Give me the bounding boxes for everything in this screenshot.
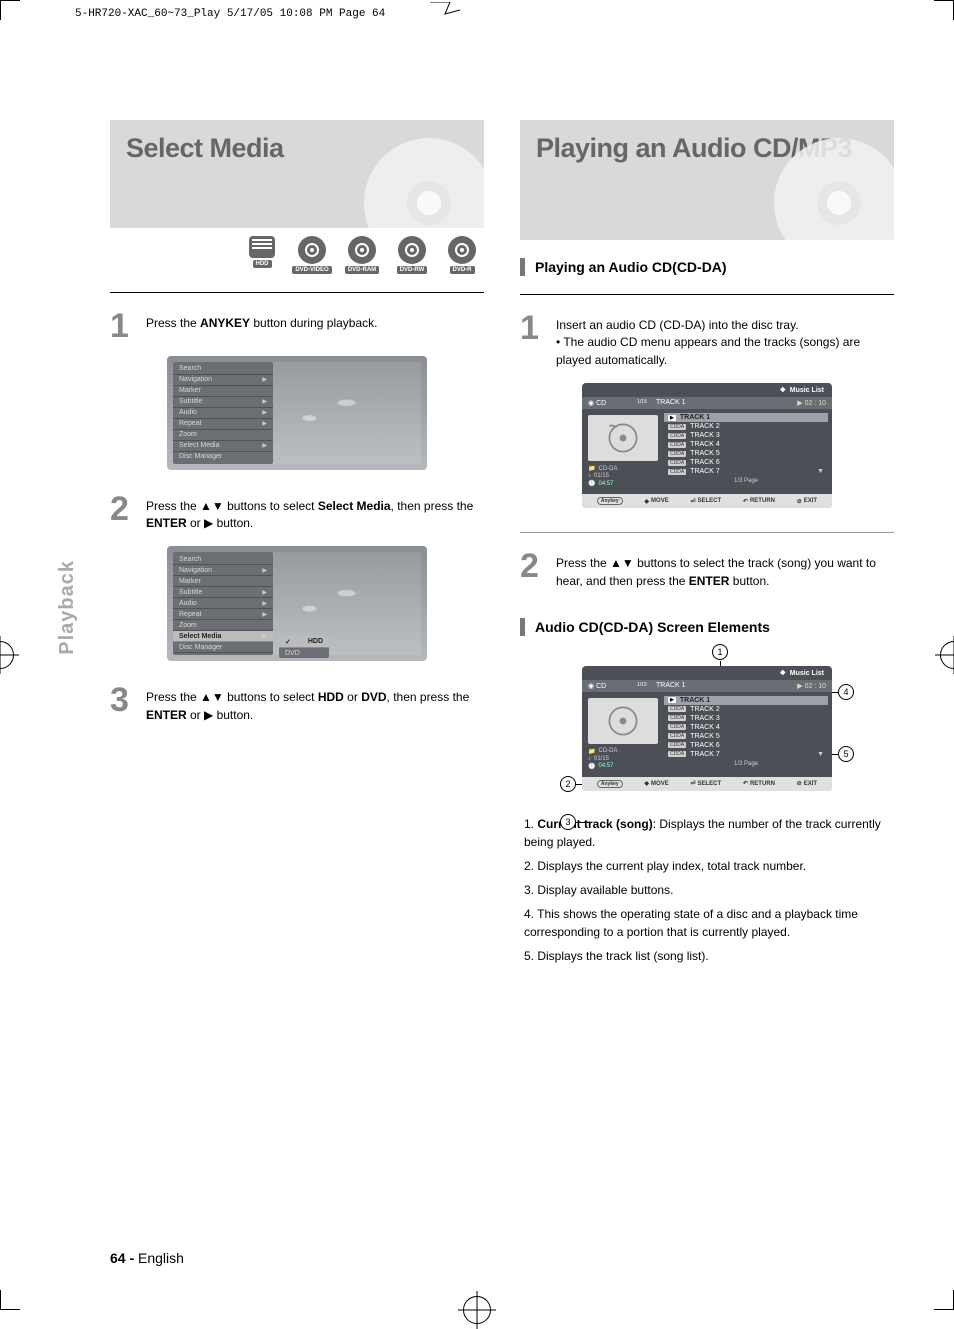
- subheading-playing-cd: Playing an Audio CD(CD-DA): [520, 258, 894, 276]
- divider: [520, 532, 894, 533]
- subheading-screen-elements: Audio CD(CD-DA) Screen Elements: [520, 618, 894, 636]
- registration-mark: [0, 641, 14, 669]
- step-number: 2: [520, 551, 546, 590]
- callout-4: 4: [838, 684, 854, 700]
- media-type-icons: HDD DVD-VIDEO DVD-RAM DVD-RW DVD-R: [110, 236, 484, 274]
- media-icon-dvd-video: DVD-VIDEO: [290, 236, 334, 274]
- step-number: 2: [110, 494, 136, 533]
- registration-mark: [940, 641, 954, 669]
- callout-3: 3: [560, 814, 576, 830]
- divider: [520, 294, 894, 295]
- callout-5: 5: [838, 746, 854, 762]
- album-art-icon: [588, 698, 658, 744]
- screen-elements-descriptions: 1. Current track (song): Displays the nu…: [520, 815, 894, 965]
- step-text: Press the ▲▼ buttons to select the track…: [556, 551, 894, 590]
- media-icon-hdd: HDD: [240, 236, 284, 274]
- osd-menu: Search Navigation▶ Marker Subtitle▶ Audi…: [173, 362, 273, 464]
- annotated-screenshot: 1 2 3 4 5 ❖ Music List ◉ CD 1/15 TRACK 1…: [562, 666, 852, 791]
- music-list-screenshot-annotated: ❖ Music List ◉ CD 1/15 TRACK 1 ▶ 02 : 10…: [582, 666, 832, 791]
- desc-item-5: 5. Displays the track list (song list).: [524, 947, 894, 965]
- section-tab-label: Playback: [56, 560, 78, 655]
- media-icon-dvd-r: DVD-R: [440, 236, 484, 274]
- step-number: 3: [110, 685, 136, 724]
- divider: [110, 292, 484, 293]
- page-fold-icon: [430, 2, 460, 22]
- page-content: Select Media HDD DVD-VIDEO DVD-RAM DVD-R…: [110, 120, 894, 1230]
- step-3: 3 Press the ▲▼ buttons to select HDD or …: [110, 685, 484, 724]
- step-1-cd: 1 Insert an audio CD (CD-DA) into the di…: [520, 313, 894, 369]
- step-text: Press the ▲▼ buttons to select Select Me…: [146, 494, 484, 533]
- osd-menu: Search Navigation▶ Marker Subtitle▶ Audi…: [173, 552, 273, 655]
- document-header: 5-HR720-XAC_60~73_Play 5/17/05 10:08 PM …: [75, 8, 385, 20]
- step-text: Press the ▲▼ buttons to select HDD or DV…: [146, 685, 484, 724]
- registration-mark: [463, 1296, 491, 1324]
- banner-select-media: Select Media: [110, 120, 484, 228]
- desc-item-1: 1. Current track (song): Displays the nu…: [524, 815, 894, 851]
- banner-playing-audio: Playing an Audio CD/MP3: [520, 120, 894, 240]
- subhead-bar-icon: [520, 258, 525, 276]
- section-tab-playback: Playback: [56, 560, 79, 655]
- music-list-screenshot: ❖ Music List ◉ CD 1/15 TRACK 1 ▶ 02 : 10…: [582, 383, 832, 508]
- step-number: 1: [110, 311, 136, 342]
- album-art-icon: [588, 415, 658, 461]
- osd-screenshot-1: Search Navigation▶ Marker Subtitle▶ Audi…: [167, 356, 427, 470]
- crop-mark: [0, 1290, 20, 1310]
- step-2-cd: 2 Press the ▲▼ buttons to select the tra…: [520, 551, 894, 590]
- callout-1: 1: [712, 644, 728, 660]
- crop-mark: [0, 0, 20, 20]
- step-text: Press the ANYKEY button during playback.: [146, 311, 377, 342]
- crop-mark: [934, 0, 954, 20]
- osd-submenu: ✓HDD DVD: [279, 636, 329, 658]
- page-footer: 64 - English: [110, 1250, 184, 1266]
- callout-2: 2: [560, 776, 576, 792]
- step-1: 1 Press the ANYKEY button during playbac…: [110, 311, 484, 342]
- crop-mark: [934, 1290, 954, 1310]
- media-icon-dvd-ram: DVD-RAM: [340, 236, 384, 274]
- osd-screenshot-2: Search Navigation▶ Marker Subtitle▶ Audi…: [167, 546, 427, 661]
- step-text: Insert an audio CD (CD-DA) into the disc…: [556, 313, 894, 369]
- desc-item-3: 3. Display available buttons.: [524, 881, 894, 899]
- step-2: 2 Press the ▲▼ buttons to select Select …: [110, 494, 484, 533]
- desc-item-4: 4. This shows the operating state of a d…: [524, 905, 894, 941]
- hdd-icon: [249, 236, 275, 258]
- right-column: Playing an Audio CD/MP3 Playing an Audio…: [520, 120, 894, 1230]
- desc-item-2: 2. Displays the current play index, tota…: [524, 857, 894, 875]
- subhead-bar-icon: [520, 618, 525, 636]
- left-column: Select Media HDD DVD-VIDEO DVD-RAM DVD-R…: [110, 120, 484, 1230]
- media-icon-dvd-rw: DVD-RW: [390, 236, 434, 274]
- step-number: 1: [520, 313, 546, 369]
